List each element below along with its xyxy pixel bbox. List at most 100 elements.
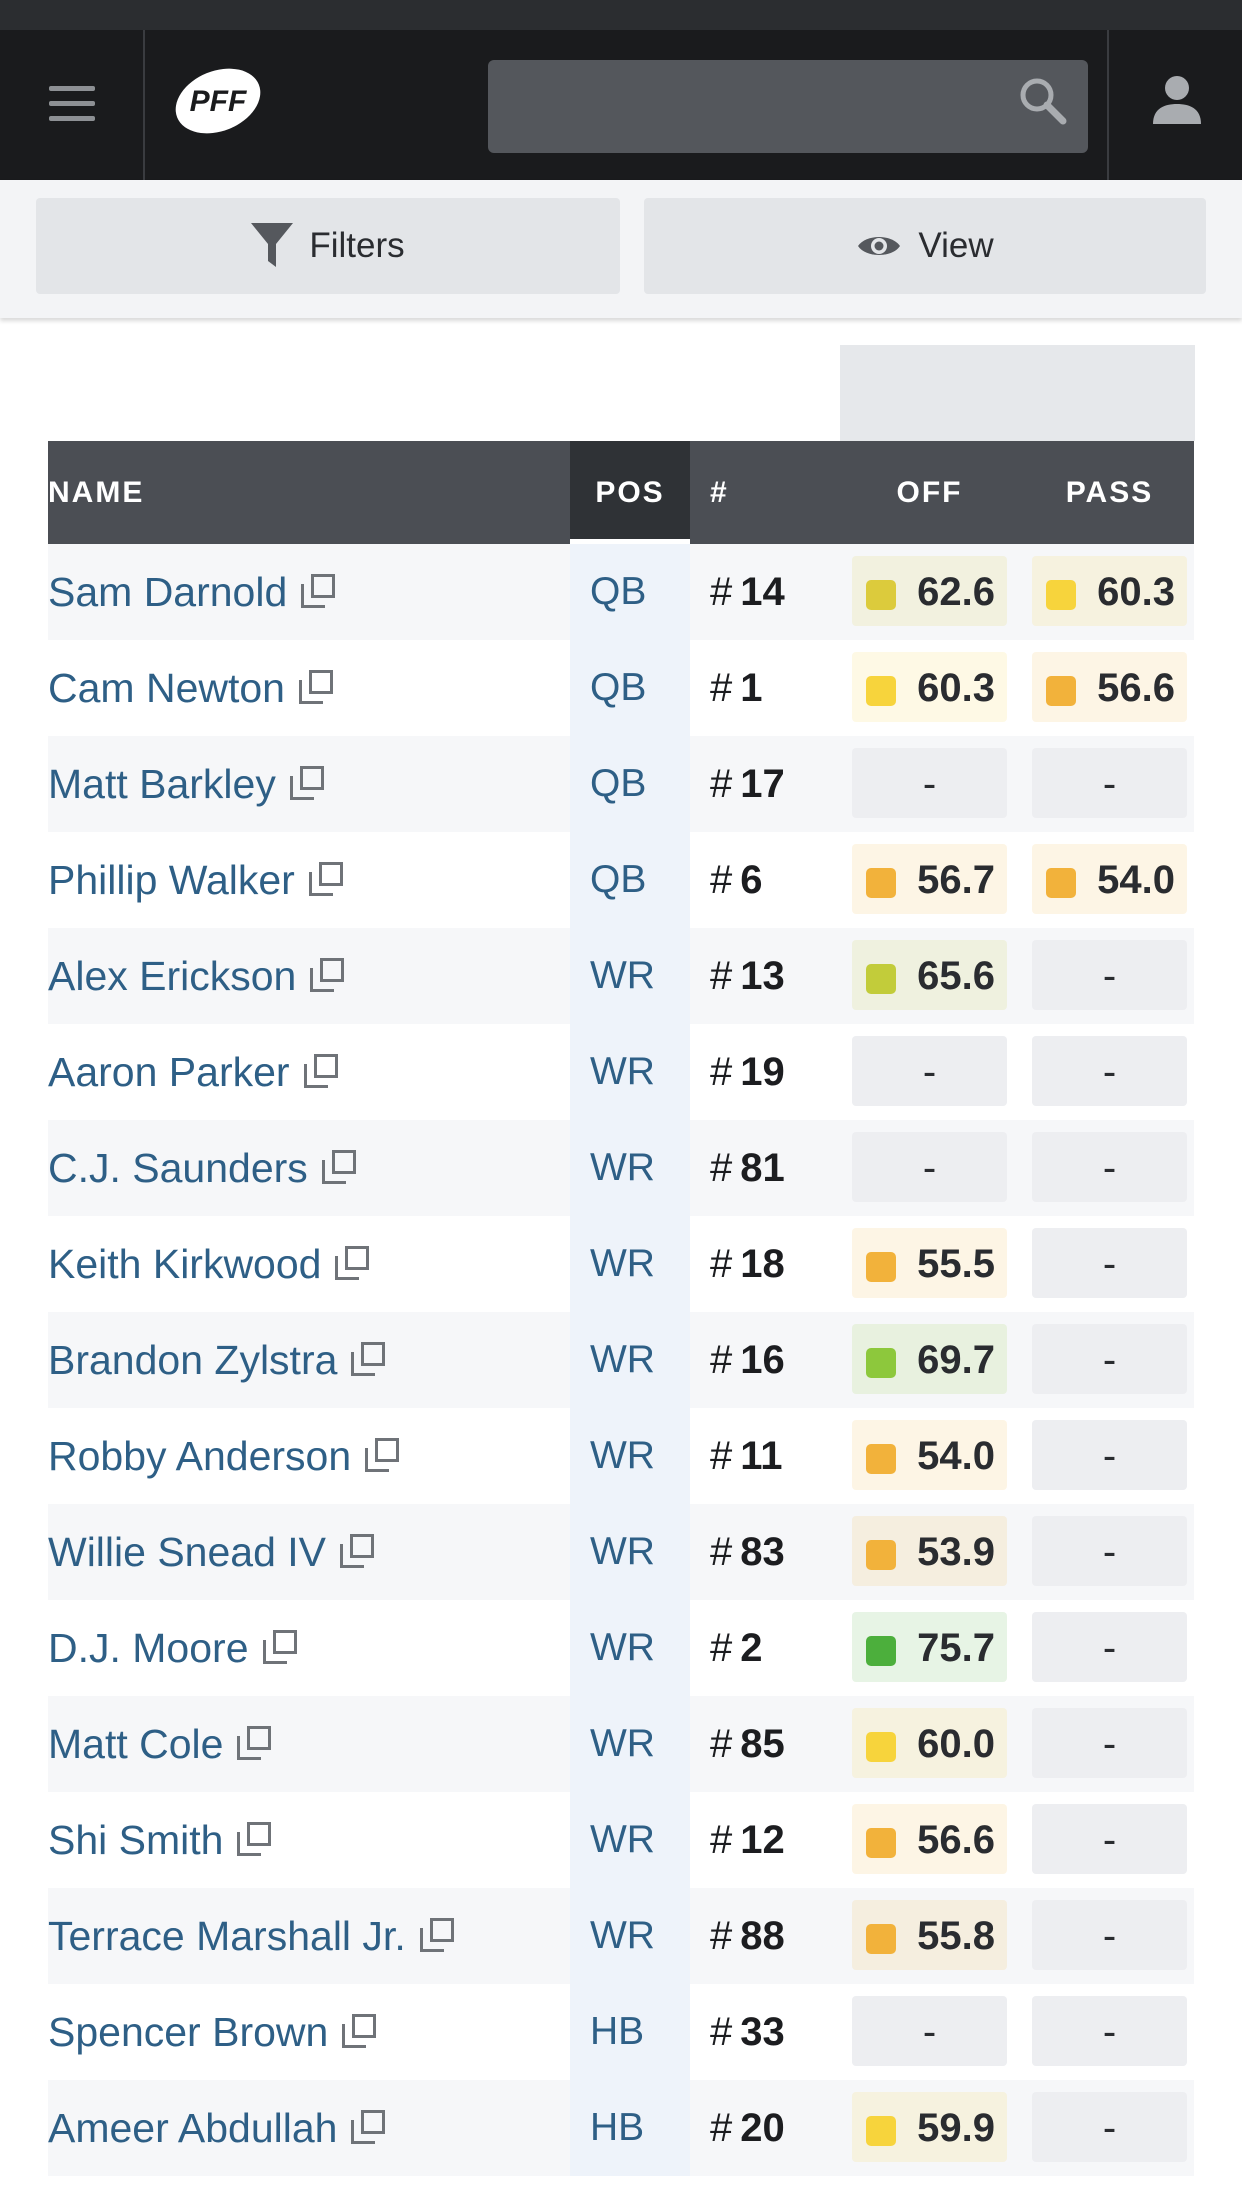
player-name-link[interactable]: Willie Snead IV <box>48 1504 375 1600</box>
external-link-icon[interactable] <box>351 1342 386 1376</box>
pass-grade-cell: 60.3 <box>1032 556 1187 626</box>
jersey-number: #88 <box>710 1888 785 1984</box>
player-name-link[interactable]: D.J. Moore <box>48 1600 297 1696</box>
external-link-icon[interactable] <box>308 862 343 896</box>
player-name: D.J. Moore <box>48 1625 249 1671</box>
off-grade-value: 69.7 <box>917 1338 995 1382</box>
off-grade-cell: 62.6 <box>852 556 1007 626</box>
off-grade-cell: 56.6 <box>852 1804 1007 1874</box>
column-header-number[interactable]: # <box>710 476 729 509</box>
account-button[interactable] <box>1107 30 1242 180</box>
pass-grade-cell: - <box>1032 1420 1187 1490</box>
external-link-icon[interactable] <box>298 670 333 704</box>
external-link-icon[interactable] <box>262 1630 297 1664</box>
jersey-number-prefix: # <box>710 858 733 902</box>
pass-grade-value: - <box>1102 1146 1117 1190</box>
off-grade-cell: - <box>852 1996 1007 2066</box>
jersey-number-value: 2 <box>740 1626 763 1670</box>
external-link-icon[interactable] <box>351 2110 386 2144</box>
external-link-icon[interactable] <box>419 1918 454 1952</box>
logo-text: PFF <box>190 85 247 118</box>
player-name-link[interactable]: Robby Anderson <box>48 1408 400 1504</box>
external-link-icon[interactable] <box>321 1150 356 1184</box>
menu-line <box>49 116 95 121</box>
external-link-icon[interactable] <box>310 958 345 992</box>
table-row: Phillip Walker QB #6 56.7 54.0 <box>48 832 1194 928</box>
player-name: Phillip Walker <box>48 857 295 903</box>
player-name-link[interactable]: Spencer Brown <box>48 1984 377 2080</box>
jersey-number: #17 <box>710 736 785 832</box>
hamburger-menu-button[interactable] <box>0 30 145 180</box>
pass-grade-cell: - <box>1032 1996 1187 2066</box>
table-row: Aaron Parker WR #19 - - <box>48 1024 1194 1120</box>
pass-grade-value: - <box>1102 1338 1117 1382</box>
jersey-number-prefix: # <box>710 1818 733 1862</box>
jersey-number: #2 <box>710 1600 763 1696</box>
player-name-link[interactable]: Ameer Abdullah <box>48 2080 386 2176</box>
player-position: WR <box>590 1818 655 1861</box>
player-name-link[interactable]: Keith Kirkwood <box>48 1216 370 1312</box>
jersey-number-value: 81 <box>740 1146 785 1190</box>
pass-grade-value: - <box>1102 1722 1117 1766</box>
player-name: Shi Smith <box>48 1817 224 1863</box>
column-header-pass[interactable]: PASS <box>1065 476 1154 509</box>
player-name-link[interactable]: Matt Barkley <box>48 736 324 832</box>
search-input[interactable] <box>488 60 1088 153</box>
pass-grade-cell: - <box>1032 1132 1187 1202</box>
position-cell: WR <box>570 1312 690 1408</box>
external-link-icon[interactable] <box>301 574 336 608</box>
jersey-number-value: 85 <box>740 1722 785 1766</box>
external-link-icon[interactable] <box>303 1054 338 1088</box>
jersey-number-value: 14 <box>740 570 785 614</box>
external-link-icon[interactable] <box>237 1726 272 1760</box>
jersey-number: #33 <box>710 1984 785 2080</box>
pass-grade-value: 54.0 <box>1097 858 1175 902</box>
external-link-icon[interactable] <box>340 1534 375 1568</box>
position-cell: QB <box>570 544 690 640</box>
status-bar <box>0 0 1242 30</box>
pass-grade-value: - <box>1102 1530 1117 1574</box>
pass-grade-value: - <box>1102 954 1117 998</box>
player-name-link[interactable]: C.J. Saunders <box>48 1120 356 1216</box>
column-header-name[interactable]: NAME <box>48 476 145 509</box>
external-link-icon[interactable] <box>365 1438 400 1472</box>
jersey-number-prefix: # <box>710 1722 733 1766</box>
jersey-number-prefix: # <box>710 1434 733 1478</box>
pff-logo[interactable]: PFF <box>172 66 264 136</box>
search-icon[interactable] <box>1016 74 1070 128</box>
pass-grade-cell: - <box>1032 1036 1187 1106</box>
player-name-link[interactable]: Aaron Parker <box>48 1024 338 1120</box>
player-name: Keith Kirkwood <box>48 1241 322 1287</box>
player-name-link[interactable]: Sam Darnold <box>48 544 336 640</box>
jersey-number-value: 19 <box>740 1050 785 1094</box>
jersey-number-value: 17 <box>740 762 785 806</box>
player-name-link[interactable]: Phillip Walker <box>48 832 343 928</box>
player-name-link[interactable]: Terrace Marshall Jr. <box>48 1888 454 1984</box>
off-grade-swatch <box>866 1924 896 1954</box>
filters-button[interactable]: Filters <box>36 198 620 294</box>
external-link-icon[interactable] <box>335 1246 370 1280</box>
player-position: QB <box>590 666 647 709</box>
player-name-link[interactable]: Cam Newton <box>48 640 333 736</box>
pass-grade-value: 56.6 <box>1097 666 1175 710</box>
pass-grade-value: - <box>1102 1242 1117 1286</box>
player-name-link[interactable]: Alex Erickson <box>48 928 345 1024</box>
player-name-link[interactable]: Matt Cole <box>48 1696 272 1792</box>
player-position: WR <box>590 1050 655 1093</box>
off-grade-swatch <box>866 2116 896 2146</box>
player-name-link[interactable]: Brandon Zylstra <box>48 1312 386 1408</box>
player-name-link[interactable]: Shi Smith <box>48 1792 272 1888</box>
column-header-pos[interactable]: POS <box>570 441 690 544</box>
jersey-number: #81 <box>710 1120 785 1216</box>
player-name: Brandon Zylstra <box>48 1337 338 1383</box>
column-header-off[interactable]: OFF <box>896 476 963 509</box>
view-button[interactable]: View <box>644 198 1206 294</box>
external-link-icon[interactable] <box>289 766 324 800</box>
external-link-icon[interactable] <box>237 1822 272 1856</box>
player-position: WR <box>590 1434 655 1477</box>
jersey-number: #14 <box>710 544 785 640</box>
external-link-icon[interactable] <box>342 2014 377 2048</box>
jersey-number-value: 1 <box>740 666 763 710</box>
off-grade-cell: 59.9 <box>852 2092 1007 2162</box>
pass-grade-cell: - <box>1032 1900 1187 1970</box>
